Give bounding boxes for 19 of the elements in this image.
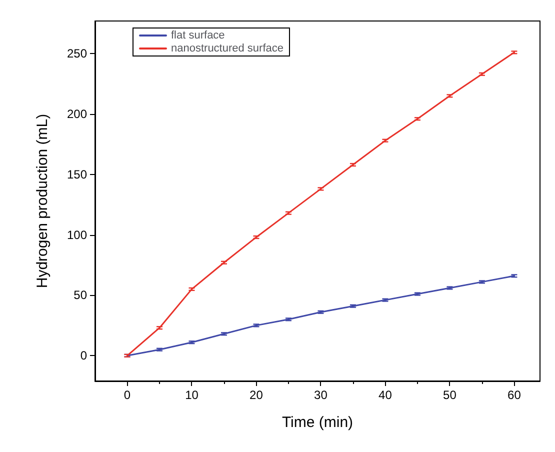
y-tick-label: 0 [80, 348, 88, 363]
legend-label: nanostructured surface [171, 42, 284, 54]
x-tick-label: 10 [185, 388, 199, 402]
x-tick-label: 0 [124, 388, 131, 402]
y-tick-label: 50 [74, 288, 88, 302]
x-axis-title: Time (min) [282, 414, 354, 431]
x-tick-label: 20 [250, 388, 264, 402]
legend-label: flat surface [171, 30, 225, 42]
x-tick-label: 30 [314, 388, 328, 402]
x-tick-label: 40 [378, 388, 392, 402]
y-tick-label: 200 [66, 107, 88, 122]
line-series [126, 52, 515, 356]
y-tick-label: 250 [66, 46, 88, 61]
x-tick-label: 50 [443, 388, 457, 402]
y-tick-label: 100 [66, 228, 88, 242]
x-tick-label: 60 [508, 388, 522, 402]
line-series [126, 275, 515, 356]
y-axis-title: Hydrogen production (mL) [34, 114, 51, 288]
y-tick-label: 150 [66, 167, 88, 182]
